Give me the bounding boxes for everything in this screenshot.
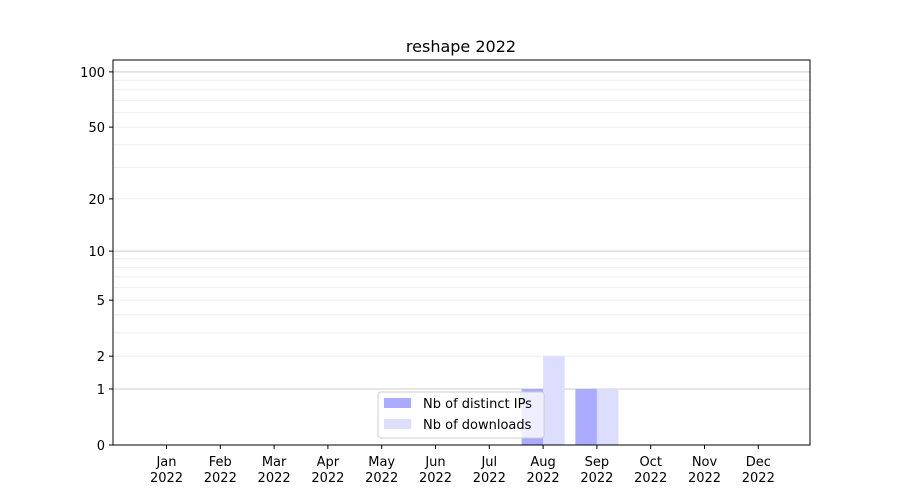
bar-downloads bbox=[543, 356, 565, 445]
bar-downloads bbox=[596, 388, 619, 445]
y-tick-label: 50 bbox=[88, 121, 105, 136]
x-tick-label: Dec 2022 bbox=[742, 455, 775, 486]
y-tick-label: 1 bbox=[97, 383, 105, 398]
x-tick-label: Sep 2022 bbox=[580, 455, 613, 486]
y-tick-label: 5 bbox=[97, 294, 105, 309]
legend-box bbox=[377, 391, 545, 439]
bar-distinct-ips bbox=[575, 388, 597, 445]
x-tick-label: Apr 2022 bbox=[311, 455, 344, 486]
legend-label: Nb of distinct IPs bbox=[423, 397, 532, 412]
x-tick-label: Nov 2022 bbox=[688, 455, 721, 486]
chart-title: reshape 2022 bbox=[406, 37, 516, 56]
x-tick-label: May 2022 bbox=[365, 455, 398, 486]
plot-frame bbox=[112, 59, 811, 446]
x-tick-label: Oct 2022 bbox=[634, 455, 667, 486]
legend-swatch bbox=[384, 398, 411, 408]
y-tick-label: 10 bbox=[88, 245, 105, 260]
y-tick-label: 20 bbox=[88, 193, 105, 208]
legend-swatch bbox=[384, 419, 411, 429]
legend-label: Nb of downloads bbox=[423, 418, 532, 433]
x-tick-label: Feb 2022 bbox=[204, 455, 237, 486]
x-tick-label: Aug 2022 bbox=[527, 455, 560, 486]
x-tick-label: Jul 2022 bbox=[473, 455, 506, 486]
x-tick-label: Mar 2022 bbox=[258, 455, 291, 486]
y-tick-label: 2 bbox=[97, 350, 105, 365]
y-tick-label: 100 bbox=[80, 66, 105, 81]
y-tick-label: 0 bbox=[97, 439, 105, 454]
x-tick-label: Jan 2022 bbox=[150, 455, 183, 486]
x-tick-label: Jun 2022 bbox=[419, 455, 452, 486]
